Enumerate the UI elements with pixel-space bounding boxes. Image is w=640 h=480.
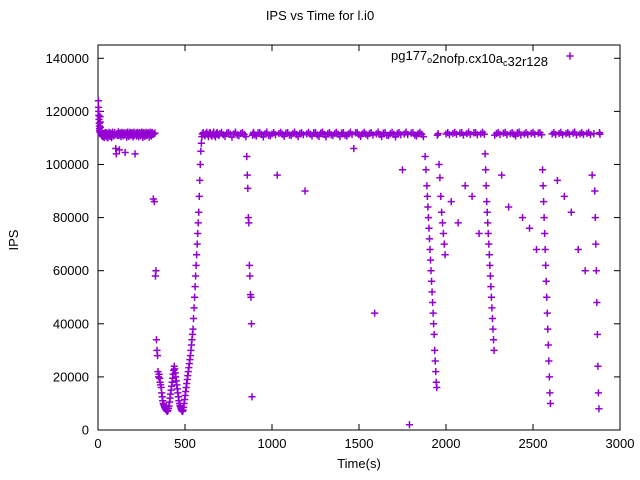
x-tick-label: 2500 [519, 436, 548, 451]
y-axis-ticks: 0 20000 40000 60000 80000 100000 120000 140000 [46, 51, 620, 438]
x-axis-ticks: 0 500 1000 1500 2000 2500 3000 [94, 45, 634, 451]
page-title: IPS vs Time for l.i0 [266, 8, 374, 23]
x-axis-label: Time(s) [337, 456, 381, 471]
y-tick-label: 140000 [46, 51, 89, 66]
y-tick-label: 120000 [46, 104, 89, 119]
y-tick-label: 80000 [53, 210, 89, 225]
y-tick-label: 0 [82, 423, 89, 438]
y-tick-label: 60000 [53, 263, 89, 278]
marker-plus [94, 97, 604, 429]
y-tick-label: 100000 [46, 157, 89, 172]
y-tick-label: 20000 [53, 369, 89, 384]
x-tick-label: 500 [174, 436, 196, 451]
x-tick-label: 1000 [258, 436, 287, 451]
x-tick-label: 1500 [345, 436, 374, 451]
legend-marker [566, 52, 574, 60]
x-tick-label: 3000 [606, 436, 635, 451]
legend-label: pg177o2nofp.cx10ac32r128 [391, 48, 548, 69]
series-markers [94, 97, 604, 429]
data-points [94, 97, 604, 429]
x-tick-label: 2000 [432, 436, 461, 451]
legend: pg177o2nofp.cx10ac32r128 [391, 48, 574, 69]
y-axis-label: IPS [6, 229, 21, 250]
y-tick-label: 40000 [53, 316, 89, 331]
x-tick-label: 0 [94, 436, 101, 451]
